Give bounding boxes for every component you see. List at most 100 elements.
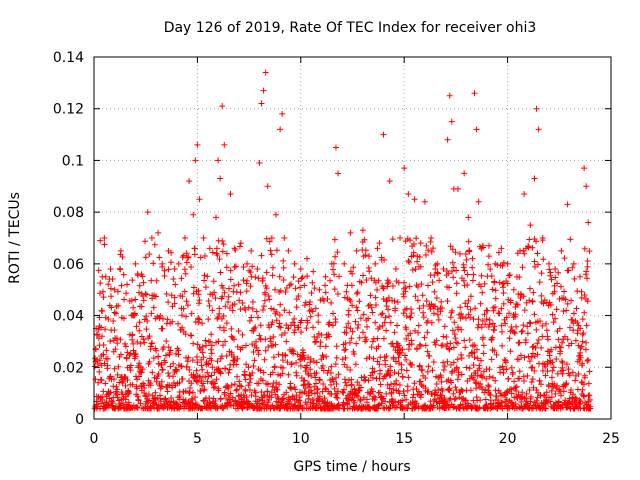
data-point [540,256,547,263]
data-point [91,363,98,370]
data-point [268,305,275,312]
data-point [392,266,399,273]
data-point [293,304,300,311]
data-point [475,198,482,205]
data-point [557,348,564,355]
data-point [570,391,577,398]
data-point [180,305,187,312]
data-point [171,294,178,301]
data-point [390,386,397,393]
x-tick-label: 25 [602,431,620,447]
data-point [273,379,280,386]
data-point [466,365,473,372]
data-point [261,289,268,296]
data-point [432,341,439,348]
data-point [552,390,559,397]
data-point [309,279,316,286]
data-point [224,382,231,389]
data-point [167,363,174,370]
data-point [455,372,462,379]
data-point [446,396,453,403]
data-point [343,382,350,389]
data-point [136,373,143,380]
data-point [267,247,274,254]
data-point [101,241,108,248]
data-point [365,377,372,384]
data-point [558,392,565,399]
data-point [322,385,329,392]
data-point [539,237,546,244]
data-point [351,385,358,392]
data-point [559,364,566,371]
data-point [139,273,146,280]
data-point [487,391,494,398]
data-point [284,359,291,366]
data-point [385,279,392,286]
data-point [519,264,526,271]
data-point [329,322,336,329]
data-point [179,293,186,300]
data-point [472,379,479,386]
data-point [109,400,116,407]
data-point [521,191,528,198]
data-point [202,337,209,344]
data-point [549,384,556,391]
data-point [250,363,257,370]
data-point [217,175,224,182]
data-point [500,300,507,307]
data-point [135,396,142,403]
data-point [182,270,189,277]
data-point [576,273,583,280]
data-point [534,250,541,257]
data-point [552,266,559,273]
data-point [533,238,540,245]
data-point [569,264,576,271]
data-point [271,363,278,370]
data-point [356,334,363,341]
data-point [403,356,410,363]
data-point [484,307,491,314]
data-point [138,303,145,310]
data-point [525,353,532,360]
data-point [498,305,505,312]
data-point [463,364,470,371]
data-point [293,296,300,303]
data-point [467,314,474,321]
data-point [339,356,346,363]
data-point [153,277,160,284]
x-tick-label: 10 [292,431,310,447]
data-point [102,404,109,411]
data-point [390,402,397,409]
data-point [177,403,184,410]
data-point [418,280,425,287]
data-point [134,393,141,400]
data-point [583,183,590,190]
data-point [209,249,216,256]
data-point [446,92,453,99]
data-point [191,251,198,258]
data-point [485,242,492,249]
data-point [379,322,386,329]
data-point [372,260,379,267]
data-point [298,329,305,336]
data-point [363,323,370,330]
data-point [107,285,114,292]
data-point [274,386,281,393]
data-point [423,297,430,304]
data-point [499,399,506,406]
data-point [245,304,252,311]
data-point [172,367,179,374]
data-point [405,257,412,264]
data-point [213,339,220,346]
data-point [549,359,556,366]
data-point [228,325,235,332]
data-point [307,313,314,320]
data-point [479,317,486,324]
data-point [304,255,311,262]
data-point [333,354,340,361]
data-point [417,240,424,247]
data-point [279,364,286,371]
data-point [246,267,253,274]
data-point [510,286,517,293]
